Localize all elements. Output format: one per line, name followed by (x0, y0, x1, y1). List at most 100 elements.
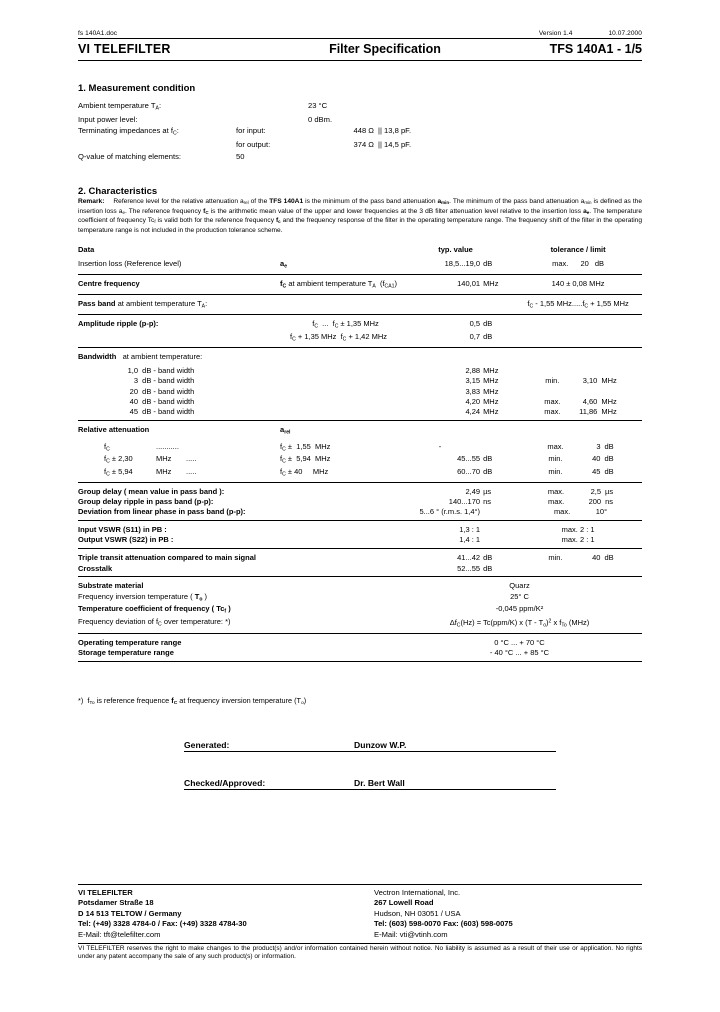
page-footer: VI TELEFILTER Potsdamer Straße 18 D 14 5… (78, 884, 642, 962)
condition-row: Terminating impedances at fC: for input:… (78, 126, 411, 140)
row-label: Frequency inversion temperature ( To ) (78, 591, 208, 602)
condition-port: for input: (236, 126, 266, 136)
condition-value: 0 dBm. (308, 114, 333, 124)
row-symbol: ae (280, 258, 288, 270)
row-label: Pass band (78, 299, 116, 309)
row-limit: fC - 1,55 MHz.....fC + 1,55 MHz (527, 299, 629, 310)
row-limit-value: 10° (595, 507, 608, 517)
row-label-detail: at ambient temperature: (122, 351, 203, 361)
row-label: Amplitude ripple (p-p): (78, 319, 159, 329)
footer-email[interactable]: E-Mail: vti@vtinh.com (374, 929, 448, 939)
condition-extra: || 14,5 pF. (378, 140, 412, 150)
row-label: Triple transit attenuation compared to m… (78, 553, 256, 563)
row-typ-value: 1,4 : 1 (459, 535, 481, 545)
row-label: Bandwidth (78, 351, 117, 361)
document-date: 10.07.2000 (608, 30, 642, 37)
row-limit-unit: dB (604, 466, 614, 476)
bw-level: 20 (129, 386, 138, 396)
row-limit-value: 200 (588, 497, 602, 507)
row-limit-word: min. (548, 466, 563, 476)
row-limit-word: max. (553, 507, 571, 517)
ra-from: fC ± 2,30 (104, 454, 133, 465)
remark-label: Remark: (78, 197, 105, 205)
row-typ-unit: dB (483, 331, 493, 341)
row-typ-value: 2,49 (465, 486, 481, 496)
table-row-substrate-material: Substrate material Quarz (78, 577, 642, 592)
row-limit-word: max. (544, 396, 561, 406)
ra-from-unit: MHz (156, 454, 172, 464)
row-typ-unit: ns (483, 497, 491, 507)
row-limit-value: 40 (592, 553, 601, 563)
row-typ-unit: MHz (483, 386, 499, 396)
table-row-triple-transit: Triple transit attenuation compared to m… (78, 549, 642, 564)
row-limit-word: min. (545, 376, 560, 386)
row-value: -0,045 ppm/K² (495, 604, 544, 614)
row-typ-unit: MHz (483, 407, 499, 417)
col-header-typ: typ. value (438, 244, 473, 254)
table-row-crosstalk: Crosstalk 52...55 dB (78, 563, 642, 578)
signature-label: Generated: (184, 740, 230, 751)
condition-extra: || 13,8 pF. (378, 126, 412, 136)
row-label: Frequency deviation of fC over temperatu… (78, 616, 231, 628)
footer-street: 267 Lowell Road (374, 898, 434, 908)
condition-value: 50 (236, 152, 245, 162)
condition-port: for output: (236, 140, 271, 150)
condition-row: for output: 374 Ω || 14,5 pF. (78, 140, 411, 152)
row-label: Relative attenuation (78, 425, 150, 435)
row-typ-value: 45...55 (457, 454, 481, 464)
row-limit-value: 11,86 (579, 407, 598, 417)
row-limit-unit: MHz (601, 396, 617, 406)
signature-row-generated: Generated: Dunzow W.P. (184, 740, 556, 753)
condition-row: Q-value of matching elements: 50 (78, 152, 411, 164)
row-symbol: arel (280, 425, 291, 436)
row-limit-value: 3,10 (582, 376, 598, 386)
footer-phone: Tel: (+49) 3328 4784-0 / Fax: (+49) 3328… (78, 919, 247, 929)
table-row-storage-temperature: Storage temperature range - 40 °C ... + … (78, 648, 642, 663)
row-limit-value: 20 (580, 258, 589, 268)
row-limit-unit: MHz (601, 407, 617, 417)
row-label: Centre frequency (78, 279, 140, 288)
table-row-frequency-deviation: Frequency deviation of fC over temperatu… (78, 616, 642, 635)
table-row-linear-phase-deviation: Deviation from linear phase in pass band… (78, 507, 642, 522)
table-row-relative-attenuation: fC ± 5,94 MHz..... fC ± 40 MHz 60...70 dB… (78, 466, 642, 483)
row-typ-unit: MHz (483, 396, 499, 406)
row-typ-unit: dB (483, 466, 493, 476)
footer-company: VI TELEFILTER (78, 888, 133, 897)
signature-block: Generated: Dunzow W.P. Checked/Approved:… (78, 740, 642, 791)
row-limit-unit: MHz (601, 376, 617, 386)
condition-row: Input power level: 0 dBm. (78, 115, 411, 127)
col-header-data: Data (78, 244, 95, 254)
row-typ-value: 0,7 (469, 331, 481, 341)
footer-address-vectron: Vectron International, Inc. 267 Lowell R… (374, 888, 513, 940)
part-number-page: TFS 140A1 - 1/5 (549, 42, 642, 56)
row-limit: 140 ± 0,08 MHz (551, 279, 605, 288)
condition-value: 448 Ω (353, 126, 374, 136)
table-row-relative-attenuation: fC........... fC ± 1,55 MHz - max. 3 dB (78, 438, 642, 455)
condition-value: 374 Ω (353, 140, 374, 150)
row-typ-unit: dB (483, 319, 493, 329)
row-label: Temperature coefficient of frequency ( T… (78, 604, 231, 615)
table-row-bandwidth: 40 dB - band width 4,20 MHz max. 4,60 MHz (78, 397, 642, 407)
row-label: Crosstalk (78, 563, 113, 573)
table-row-amplitude-ripple: Amplitude ripple (p-p): fC ... fC ± 1,35… (78, 315, 642, 332)
row-label: Deviation from linear phase in pass band… (78, 507, 246, 517)
row-typ-value: 5...6 ° (r.m.s. 1,4°) (419, 507, 481, 517)
table-row-centre-frequency: Centre frequency fC at ambient temperatu… (78, 274, 642, 296)
row-limit-value: 3 (596, 441, 601, 451)
row-label: Substrate material (78, 581, 144, 591)
row-typ-value: 60...70 (457, 466, 481, 476)
ra-dots: ........... (156, 441, 179, 451)
row-label: Operating temperature range (78, 638, 182, 648)
footer-email[interactable]: E-Mail: tft@telefilter.com (78, 929, 161, 939)
signature-row-approved: Checked/Approved: Dr. Bert Wall (184, 778, 556, 791)
row-typ-value: 4,20 (465, 396, 481, 406)
bw-level: 40 (129, 396, 138, 406)
row-limit: max. 2 : 1 (561, 535, 595, 545)
table-row-bandwidth: 3 dB - band width 3,15 MHz min. 3,10 MHz (78, 376, 642, 386)
document-version: Version 1.4 (538, 30, 573, 37)
row-limit-unit (605, 366, 609, 375)
table-row-bandwidth: 20 dB - band width 3,83 MHz (78, 387, 642, 397)
row-limit-unit: dB (594, 258, 605, 268)
bw-name: dB - band width (142, 376, 195, 386)
row-typ-value: 3,15 (465, 376, 481, 386)
